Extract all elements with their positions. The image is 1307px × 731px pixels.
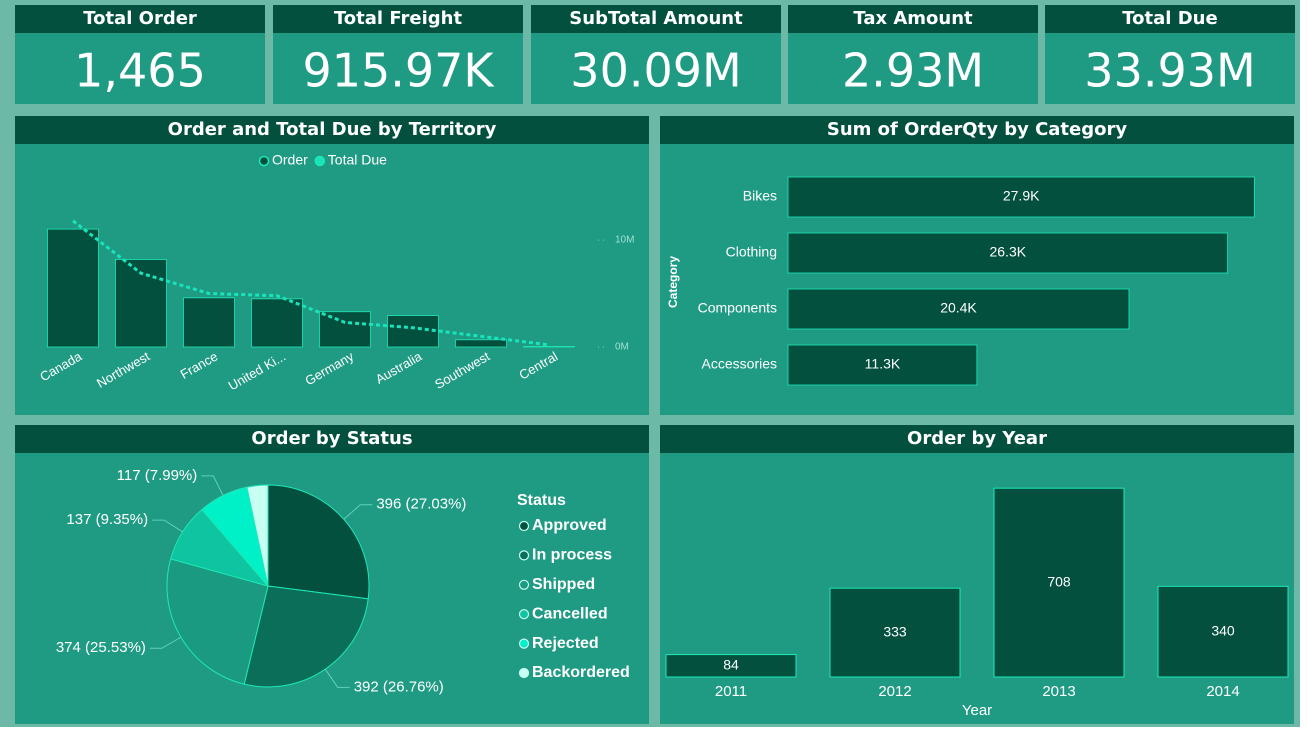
kpi-title: Total Order [83,8,197,29]
chart-title: Sum of OrderQty by Category [827,119,1128,140]
leader-line [343,504,373,520]
legend-label: Backordered [532,664,630,681]
bar [829,587,961,678]
y2-tick-label: 10M [615,235,634,246]
legend-label: Shipped [532,576,595,593]
bar [787,176,1255,218]
leader-line [152,519,183,533]
bar [787,344,978,386]
kpi-title: SubTotal Amount [569,8,743,29]
line [72,219,550,347]
data-label: 392 (26.76%) [354,678,444,695]
kpi-header [531,5,781,33]
data-label: 333 [883,623,907,639]
leader-line [149,636,182,649]
data-label: 374 (25.53%) [56,639,146,656]
chart-title: Order by Status [251,428,412,449]
kpi-value: 30.09M [570,44,741,98]
panel-header [15,116,649,144]
legend-marker [518,520,530,532]
kpi-value: 2.93M [842,44,984,98]
legend-label: Rejected [532,635,599,652]
kpi-title: Total Freight [334,8,463,29]
legend-marker [314,155,326,167]
x-tick-label: 2012 [878,683,911,700]
legend-label: Approved [532,517,607,534]
y-axis-title: Category [666,256,680,308]
data-label: 396 (27.03%) [376,496,466,513]
data-label: 340 [1211,622,1235,638]
bar [523,346,575,348]
y-tick-label: Bikes [743,188,777,204]
bar [319,311,371,348]
legend-label: Total Due [328,152,387,168]
legend-marker [518,638,530,649]
bar [251,298,303,348]
bar [787,232,1228,274]
data-label: 708 [1047,573,1071,589]
legend-marker [518,609,530,620]
y-tick-label: Components [698,300,777,316]
bar [1157,585,1289,678]
chart-title: Order and Total Due by Territory [168,119,497,140]
bar [665,654,797,678]
kpi-value: 33.93M [1084,44,1255,98]
legend-marker [518,550,530,561]
x-tick-label: 2014 [1206,683,1239,700]
kpi-header [1045,5,1295,33]
bar [183,297,235,348]
pie-slice [246,484,269,587]
kpi-header [273,5,523,33]
data-label: 117 (7.99%) [117,467,198,484]
leader-line [201,475,224,496]
legend-title: Status [517,492,566,509]
x-tick-label: 2011 [715,683,747,700]
y-tick-label: Accessories [702,356,777,372]
data-label: 137 (9.35%) [66,511,148,528]
pie-slice [243,585,369,688]
legend-marker [518,579,530,590]
kpi-title: Total Due [1122,8,1217,29]
legend-marker [258,155,270,167]
data-label: 20.4K [940,300,977,316]
bar [47,228,99,348]
y-tick-label: Clothing [726,244,777,260]
kpi-header [15,5,265,33]
y2-tick-label: 0M [615,342,629,353]
panel-header [15,425,649,453]
panel-header [660,116,1294,144]
bar [455,339,507,348]
leader-line [324,668,350,688]
kpi-header [788,5,1038,33]
panel [660,425,1294,724]
kpi-value: 1,465 [74,44,206,98]
legend-marker [518,667,530,679]
pie-slice [267,484,370,600]
bar [787,288,1130,330]
legend-label: Order [272,152,308,168]
data-label: 11.3K [865,356,901,372]
panel-header [660,425,1294,453]
legend-label: In process [532,547,612,564]
data-label: 27.9K [1003,188,1040,204]
bar [387,315,439,348]
data-label: 26.3K [989,244,1026,260]
bar [993,487,1125,678]
x-tick-label: 2013 [1042,683,1075,700]
x-axis-title: Year [962,702,992,719]
kpi-value: 915.97K [302,44,495,98]
kpi-title: Tax Amount [853,8,973,29]
chart-title: Order by Year [907,428,1047,449]
data-label: 84 [723,657,739,673]
legend-label: Cancelled [532,605,608,622]
